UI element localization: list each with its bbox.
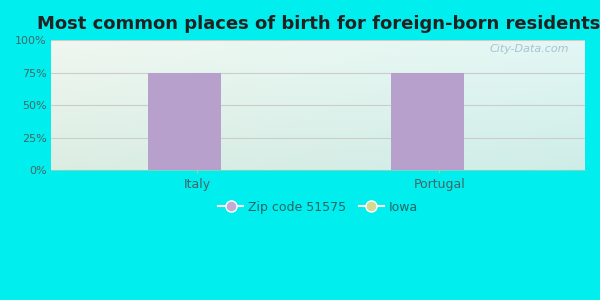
Title: Most common places of birth for foreign-born residents: Most common places of birth for foreign-…	[37, 15, 600, 33]
Bar	[148, 73, 221, 170]
Legend: Zip code 51575, Iowa: Zip code 51575, Iowa	[214, 196, 423, 219]
Text: City-Data.com: City-Data.com	[490, 44, 569, 54]
Bar	[391, 73, 464, 170]
